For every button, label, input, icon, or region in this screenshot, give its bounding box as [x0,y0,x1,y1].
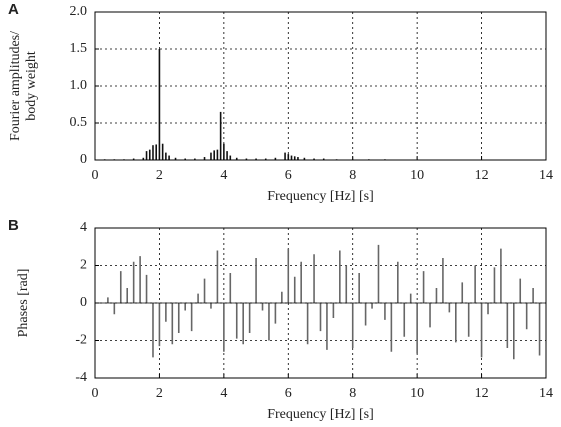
y-tick-label: 2 [80,258,87,273]
x-axis-label: Frequency [Hz] [s] [267,407,374,422]
y-tick-label: 0.5 [70,115,88,130]
y-tick-label: -4 [75,370,87,385]
x-tick-label: 14 [539,168,553,183]
x-tick-label: 4 [220,386,227,401]
panel-label: B [8,217,19,234]
y-axis-label: Fourier amplitudes/ [8,31,23,141]
y-tick-label: 4 [80,220,87,235]
x-axis-label: Frequency [Hz] [s] [267,189,374,204]
x-tick-label: 4 [220,168,227,183]
x-tick-label: 0 [92,386,99,401]
plot-frame [94,11,547,161]
x-tick-label: 8 [349,386,356,401]
y-tick-label: 2.0 [70,4,88,19]
plot-frame [94,227,547,379]
y-tick-label: -2 [75,333,87,348]
x-tick-label: 2 [156,168,163,183]
y-axis-label: Phases [rad] [16,269,31,338]
x-tick-label: 6 [285,168,292,183]
x-tick-label: 12 [475,168,489,183]
x-tick-label: 8 [349,168,356,183]
x-tick-label: 10 [410,386,424,401]
panel-label: A [8,1,19,18]
y-tick-label: 0 [80,152,87,167]
y-tick-label: 0 [80,295,87,310]
y-axis-label: body weight [24,51,39,121]
x-tick-label: 0 [92,168,99,183]
x-tick-label: 14 [539,386,553,401]
x-tick-label: 2 [156,386,163,401]
x-tick-label: 6 [285,386,292,401]
y-tick-label: 1.0 [70,78,88,93]
x-tick-label: 12 [475,386,489,401]
y-tick-label: 1.5 [70,41,88,56]
x-tick-label: 10 [410,168,424,183]
